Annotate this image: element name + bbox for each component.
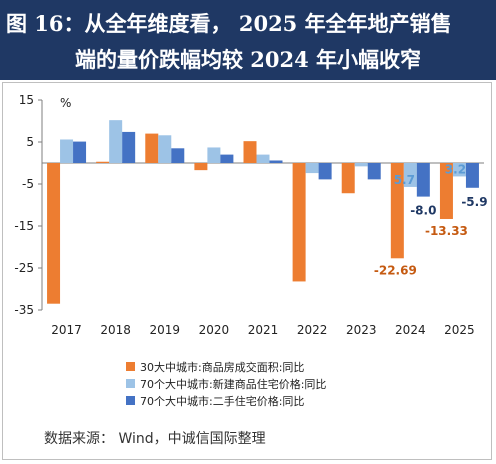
- y-tick-label: -25: [14, 261, 34, 275]
- legend-label: 70个大中城市:新建商品住宅价格:同比: [140, 377, 327, 391]
- figure-title-line2: 端的量价跌幅均较 2024 年小幅收窄: [74, 47, 422, 72]
- bar: [109, 120, 123, 163]
- bar: [354, 163, 368, 167]
- data-label: -8.0: [410, 204, 436, 218]
- bar: [390, 163, 404, 259]
- bar: [305, 163, 319, 174]
- bar: [269, 160, 283, 163]
- bar: [341, 163, 355, 194]
- bar: [73, 141, 87, 163]
- bar: [403, 163, 417, 187]
- figure-title-line1: 图 16：从全年维度看， 2025 年全年地产销售: [6, 11, 452, 36]
- y-tick-label: -5: [22, 177, 34, 191]
- data-label: 3.2: [445, 162, 466, 176]
- source-note: 数据来源： Wind，中诚信国际整理: [44, 431, 266, 447]
- legend-item: 70个大中城市:二手住宅价格:同比: [126, 392, 326, 409]
- data-label: -22.69: [374, 263, 417, 277]
- data-label: -13.33: [425, 224, 468, 238]
- y-tick-label: 15: [19, 93, 34, 107]
- bar: [416, 163, 430, 197]
- x-tick-label: 2024: [395, 323, 426, 337]
- bar: [367, 163, 381, 180]
- bar: [465, 163, 479, 188]
- figure-header: 图 16：从全年维度看， 2025 年全年地产销售 端的量价跌幅均较 2024 …: [0, 0, 496, 80]
- bar: [96, 161, 110, 163]
- x-tick-label: 2021: [248, 323, 279, 337]
- chart-frame: [2, 82, 492, 460]
- bar: [171, 148, 185, 163]
- bar: [220, 154, 234, 163]
- bar: [47, 163, 61, 304]
- x-tick-label: 2020: [199, 323, 230, 337]
- bar: [207, 147, 221, 163]
- bar: [292, 163, 306, 282]
- data-label: 5.7: [394, 173, 415, 187]
- legend-swatch: [126, 379, 135, 388]
- y-tick-label: 5: [26, 135, 34, 149]
- x-tick-label: 2022: [297, 323, 328, 337]
- bar: [60, 139, 74, 163]
- legend-label: 30大中城市:商品房成交面积:同比: [140, 360, 305, 374]
- bar: [243, 141, 257, 163]
- bar: [194, 163, 208, 171]
- bar: [318, 163, 332, 180]
- bar: [439, 163, 453, 219]
- x-tick-label: 2017: [51, 323, 82, 337]
- data-label: -5.9: [461, 195, 487, 209]
- legend-item: 70个大中城市:新建商品住宅价格:同比: [126, 375, 326, 392]
- bar: [145, 133, 159, 163]
- bar: [158, 135, 172, 163]
- bar: [122, 131, 136, 163]
- chart-legend: 30大中城市:商品房成交面积:同比 70个大中城市:新建商品住宅价格:同比 70…: [126, 358, 326, 409]
- legend-label: 70个大中城市:二手住宅价格:同比: [140, 394, 305, 408]
- legend-swatch: [126, 362, 135, 371]
- y-tick-label: -15: [14, 219, 34, 233]
- x-tick-label: 2019: [150, 323, 181, 337]
- legend-item: 30大中城市:商品房成交面积:同比: [126, 358, 326, 375]
- x-tick-label: 2025: [444, 323, 475, 337]
- y-unit-label: %: [60, 96, 71, 110]
- x-tick-label: 2023: [346, 323, 377, 337]
- x-tick-label: 2018: [100, 323, 131, 337]
- bar: [452, 163, 466, 177]
- bar: [256, 154, 270, 163]
- legend-swatch: [126, 396, 135, 405]
- y-tick-label: -35: [14, 303, 34, 317]
